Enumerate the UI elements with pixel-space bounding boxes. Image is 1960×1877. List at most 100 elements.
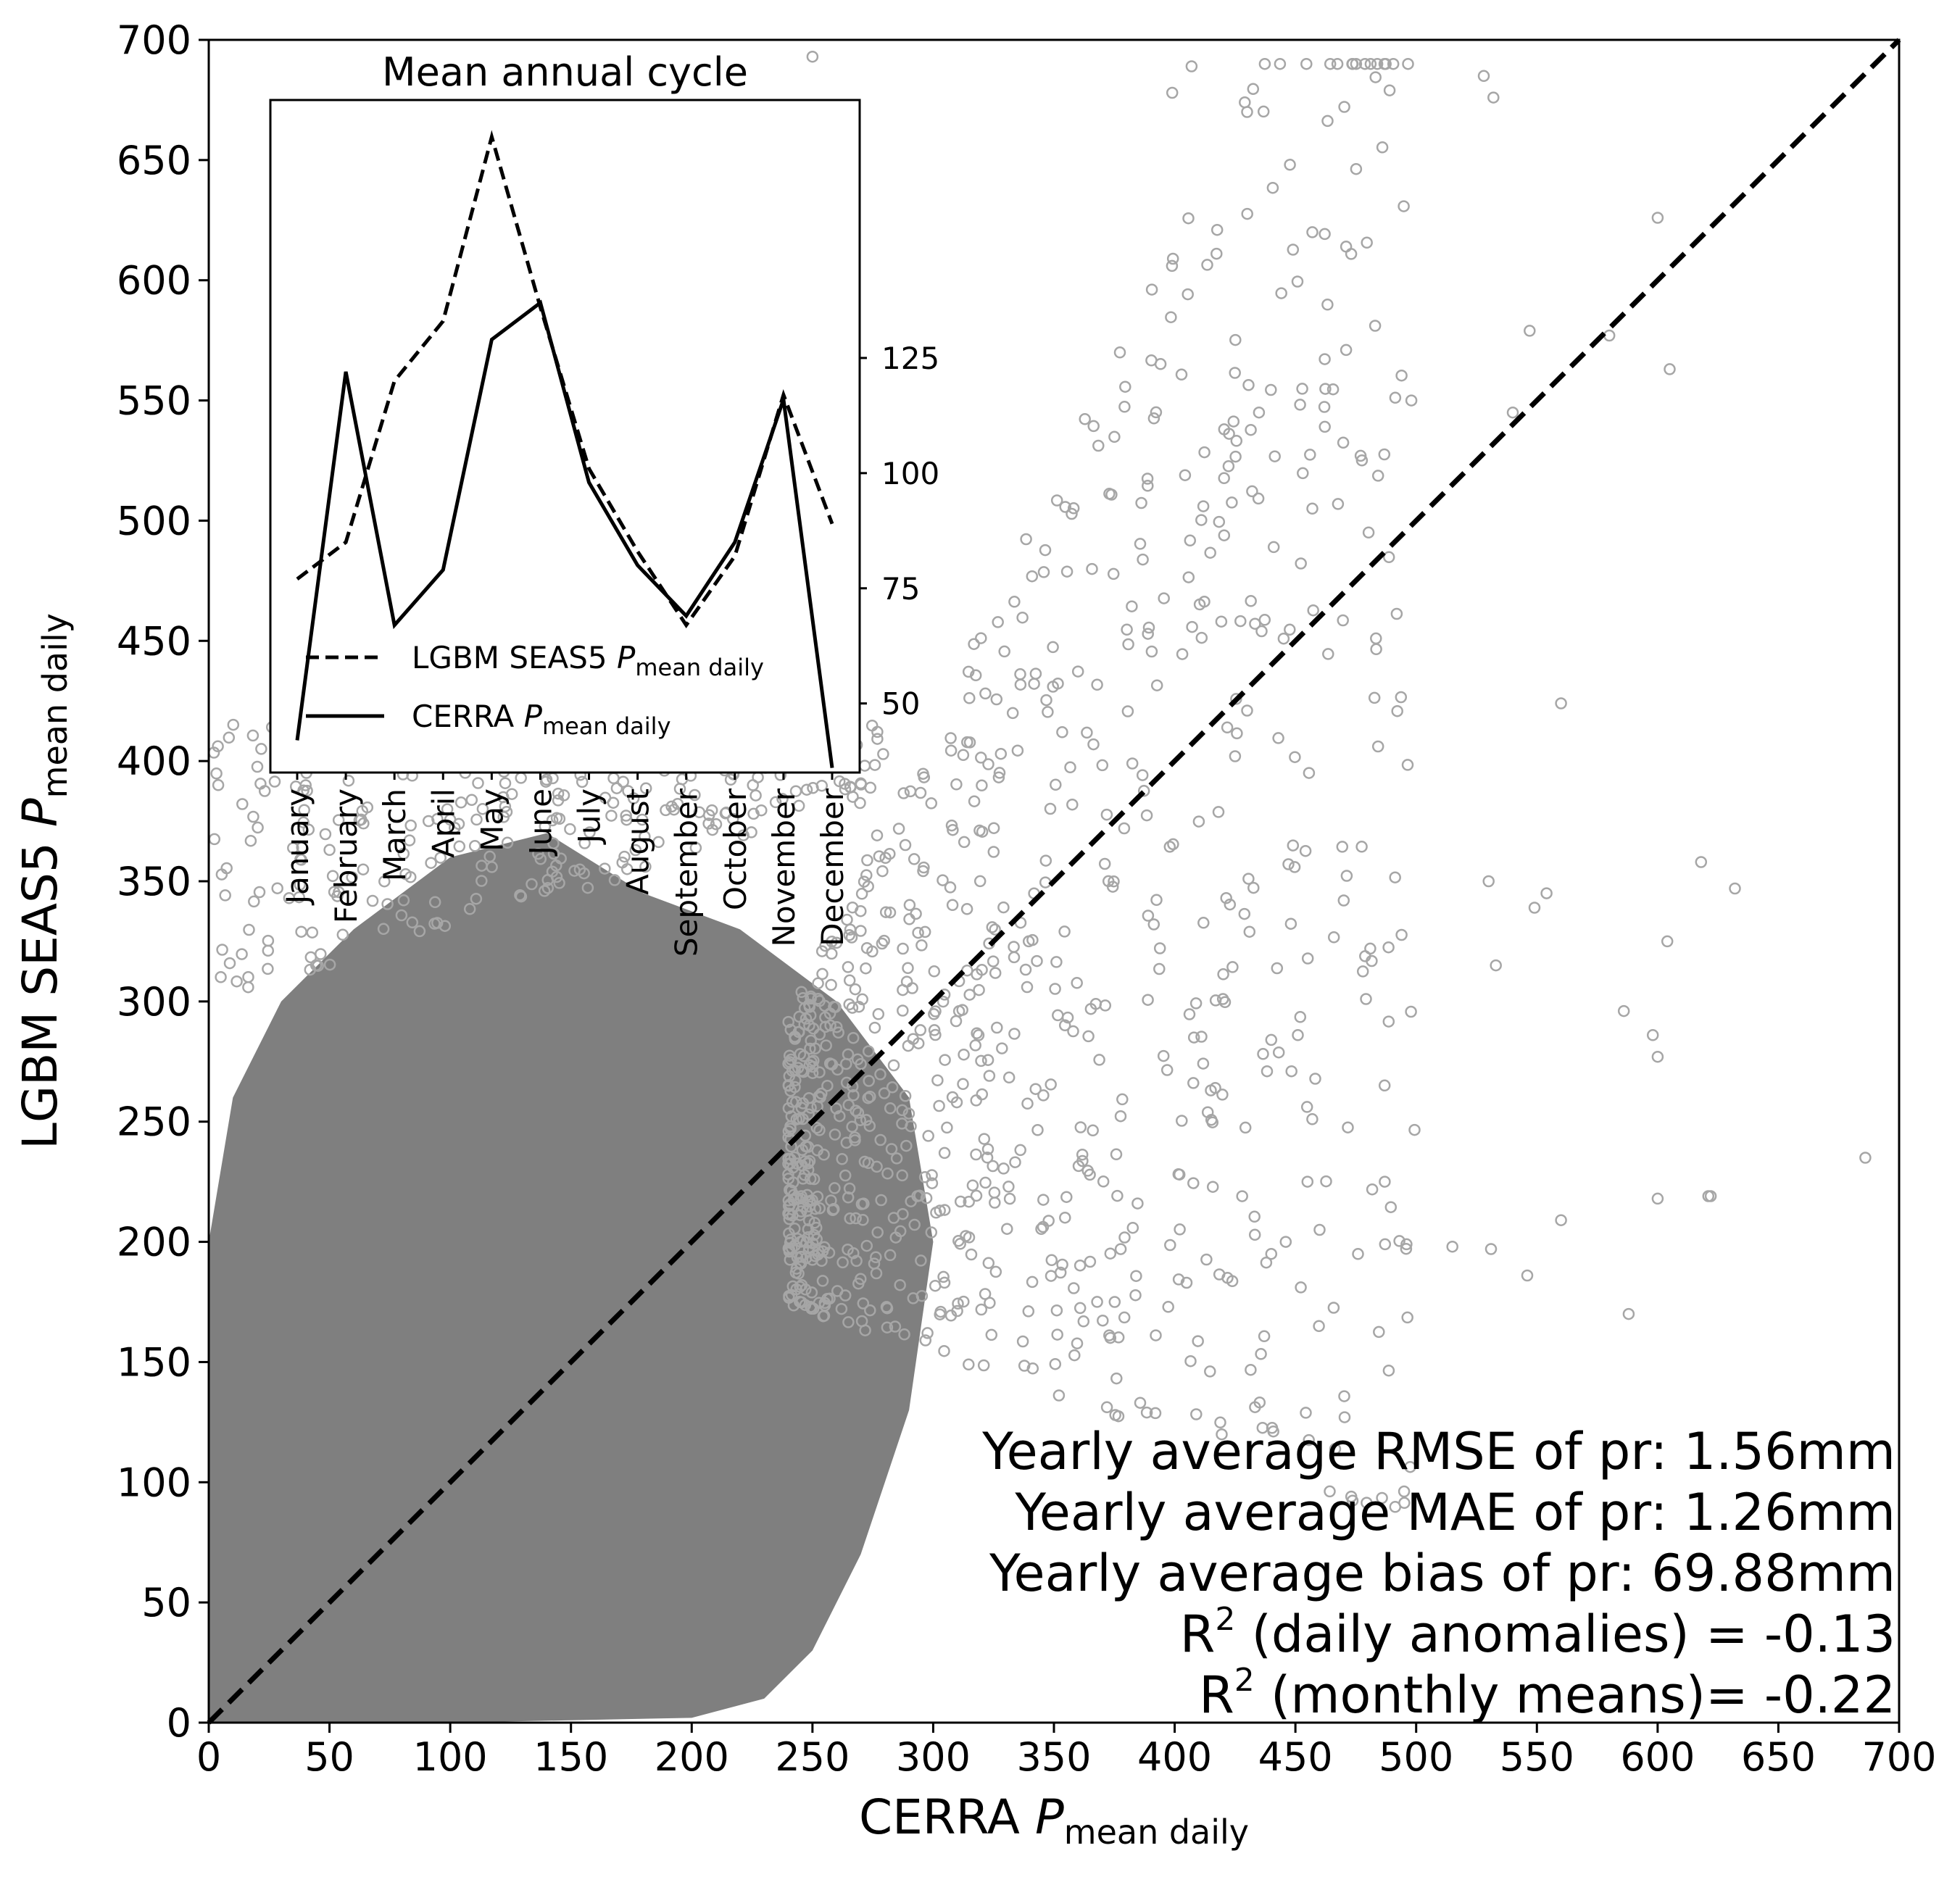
legend-label-cerra: CERRA Pmean daily <box>412 699 671 740</box>
scatter-point <box>1050 778 1062 791</box>
scatter-point <box>960 903 973 915</box>
scatter-point <box>1258 57 1271 70</box>
scatter-point <box>852 1000 865 1013</box>
scatter-point <box>1086 562 1098 575</box>
scatter-point <box>994 747 1008 760</box>
scatter-point <box>899 1090 912 1102</box>
scatter-point <box>842 1316 855 1328</box>
y-tick-label: 0 <box>167 1700 191 1746</box>
scatter-point <box>1332 498 1345 510</box>
inset-x-tick-label: December <box>815 788 850 946</box>
scatter-point <box>581 881 594 894</box>
scatter-point <box>829 1128 842 1141</box>
scatter-point <box>515 890 528 903</box>
scatter-point <box>1249 617 1261 630</box>
scatter-point <box>1049 1357 1062 1370</box>
scatter-point <box>251 760 264 773</box>
scatter-point <box>1342 1121 1354 1133</box>
scatter-point <box>1029 1083 1042 1095</box>
scatter-point <box>1147 918 1160 931</box>
scatter-point <box>1277 632 1290 645</box>
scatter-point <box>1306 502 1319 515</box>
scatter-point <box>465 794 478 807</box>
scatter-point <box>1097 1314 1109 1327</box>
scatter-point <box>1002 1071 1016 1084</box>
scatter-point <box>801 1189 813 1202</box>
scatter-point <box>620 813 633 826</box>
scatter-point <box>982 758 994 770</box>
scatter-point <box>860 941 873 954</box>
scatter-point <box>1037 1194 1050 1206</box>
scatter-point <box>970 1148 982 1161</box>
scatter-point <box>782 1207 794 1220</box>
scatter-point <box>854 1114 867 1126</box>
inset-y-tick-label: 100 <box>881 456 939 491</box>
scatter-point <box>1216 1089 1229 1101</box>
scatter-point <box>826 936 838 948</box>
scatter-point <box>1006 707 1019 720</box>
scatter-point <box>1246 485 1258 498</box>
scatter-point <box>829 1182 841 1194</box>
scatter-point <box>1098 857 1111 870</box>
scatter-point <box>1108 1296 1121 1308</box>
scatter-point <box>1035 1223 1047 1236</box>
scatter-point <box>914 1024 927 1036</box>
scatter-point <box>1182 212 1195 225</box>
scatter-point <box>1092 439 1105 452</box>
scatter-point <box>1226 961 1239 973</box>
scatter-point <box>1211 223 1224 236</box>
scatter-point <box>977 1359 990 1372</box>
scatter-point <box>898 1328 910 1341</box>
scatter-point <box>1218 423 1231 436</box>
scatter-point <box>1031 954 1043 967</box>
scatter-point <box>903 899 916 912</box>
scatter-point <box>1003 1192 1016 1205</box>
scatter-point <box>931 1074 944 1086</box>
scatter-point <box>620 810 632 822</box>
scatter-point <box>1260 1256 1273 1269</box>
scatter-point <box>804 1042 816 1055</box>
scatter-point <box>1126 757 1139 770</box>
scatter-point <box>747 807 760 820</box>
scatter-point <box>1100 808 1113 821</box>
scatter-point <box>319 828 332 841</box>
scatter-point <box>501 836 514 849</box>
scatter-point <box>872 1008 885 1020</box>
scatter-point <box>789 1031 801 1043</box>
dense-point-cloud <box>209 833 934 1723</box>
scatter-point <box>954 1195 967 1208</box>
scatter-point <box>1313 1223 1326 1236</box>
scatter-point <box>1300 57 1313 70</box>
scatter-point <box>1265 383 1277 396</box>
scatter-point <box>1350 57 1363 70</box>
statistics-block: Yearly average RMSE of pr: 1.56mm Yearly… <box>981 1422 1895 1725</box>
scatter-point <box>1291 275 1304 288</box>
scatter-point <box>905 1120 917 1133</box>
scatter-point <box>1174 1223 1186 1236</box>
scatter-point <box>902 1107 915 1120</box>
scatter-point <box>795 1279 808 1291</box>
scatter-point <box>622 785 634 797</box>
scatter-point <box>876 937 889 950</box>
scatter-point <box>1037 1220 1050 1233</box>
scatter-point <box>553 877 565 889</box>
scatter-point <box>871 733 884 745</box>
scatter-point <box>849 983 862 996</box>
scatter-point <box>1147 412 1160 425</box>
scatter-point <box>1056 726 1068 738</box>
legend-label-lgbm: LGBM SEAS5 Pmean daily <box>412 640 764 681</box>
scatter-point <box>1001 1223 1013 1235</box>
scatter-point <box>884 906 897 919</box>
scatter-point <box>1404 1460 1416 1473</box>
scatter-point <box>1142 621 1155 634</box>
scatter-point <box>818 1299 831 1312</box>
scatter-point <box>1192 815 1205 828</box>
scatter-point <box>1379 1238 1392 1251</box>
scatter-point <box>323 958 336 971</box>
scatter-point <box>1134 538 1147 550</box>
r2-daily-prefix: R <box>1180 1605 1216 1664</box>
scatter-point <box>1162 1301 1174 1313</box>
scatter-point <box>441 803 454 815</box>
scatter-point <box>938 1276 951 1289</box>
